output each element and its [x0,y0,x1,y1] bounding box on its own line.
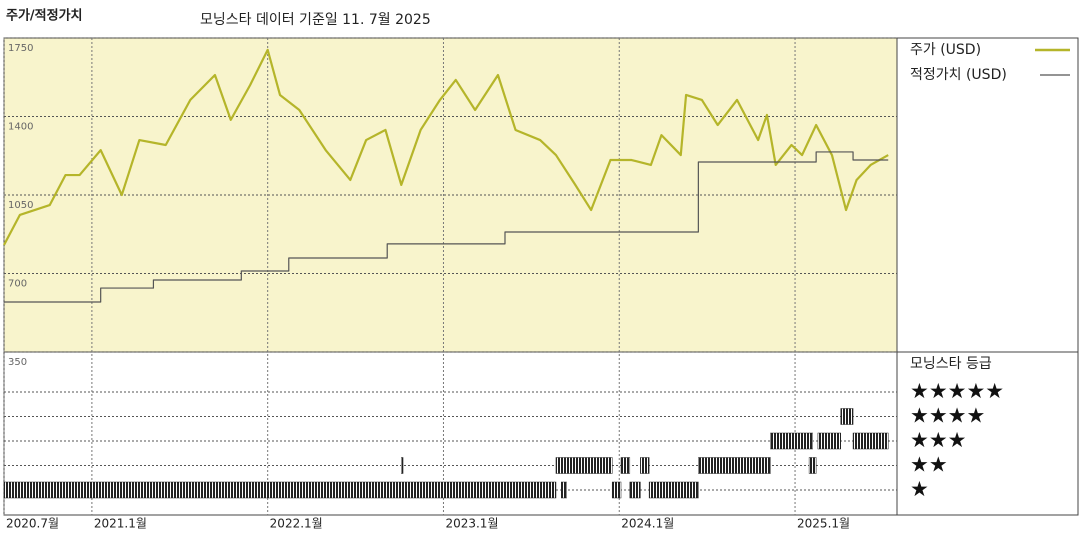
x-tick-label: 2022.1월 [270,517,323,531]
rating-bar [629,481,641,499]
rating-bar [840,408,854,425]
rating-bar [698,457,771,474]
rating-bar [611,481,622,499]
rating-label: ★★★★ [910,404,985,428]
rating-label: ★★★★★ [910,379,1004,403]
series-line [4,151,889,303]
rating-label: ★★★ [910,428,966,452]
rating-bar [648,481,699,499]
rating-bar [560,481,567,499]
rating-bar [401,457,404,474]
ratings-title: 모닝스타 등급 [910,356,992,372]
rating-bar [3,481,557,499]
rating-bar [852,432,889,450]
rating-bar [770,432,813,450]
legend-label: 주가 (USD) [910,42,981,58]
y-tick-label: 1750 [8,43,33,54]
rating-bar [555,457,613,474]
y-tick-label: 700 [8,279,27,290]
rating-bar [808,457,817,474]
rating-bar [640,457,650,474]
chart-subtitle: 모닝스타 데이터 기준일 11. 7월 2025 [200,12,431,28]
x-tick-label: 2021.1월 [94,517,147,531]
rating-bar [817,432,841,450]
x-tick-label: 2020.7월 [6,517,59,531]
x-tick-label: 2025.1월 [797,517,850,531]
rating-bar [620,457,631,474]
y-tick-label: 350 [8,357,27,368]
legend-label: 적정가치 (USD) [910,67,1007,83]
y-tick-label: 1050 [8,200,33,211]
x-tick-label: 2024.1월 [621,517,674,531]
rating-label: ★ [910,477,929,501]
chart-title: 주가/적정가치 [6,8,83,24]
rating-label: ★★ [910,453,948,477]
series-line [3,48,889,246]
x-tick-label: 2023.1월 [445,517,498,531]
y-tick-label: 1400 [8,122,33,133]
